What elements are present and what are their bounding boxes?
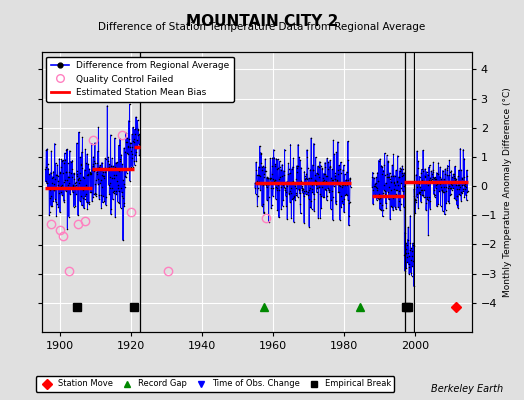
- Legend: Difference from Regional Average, Quality Control Failed, Estimated Station Mean: Difference from Regional Average, Qualit…: [47, 56, 234, 102]
- Text: Difference of Station Temperature Data from Regional Average: Difference of Station Temperature Data f…: [99, 22, 425, 32]
- Legend: Station Move, Record Gap, Time of Obs. Change, Empirical Break: Station Move, Record Gap, Time of Obs. C…: [36, 376, 395, 392]
- Y-axis label: Monthly Temperature Anomaly Difference (°C): Monthly Temperature Anomaly Difference (…: [503, 87, 511, 297]
- Text: MOUNTAIN CITY 2: MOUNTAIN CITY 2: [186, 14, 338, 29]
- Text: Berkeley Earth: Berkeley Earth: [431, 384, 503, 394]
